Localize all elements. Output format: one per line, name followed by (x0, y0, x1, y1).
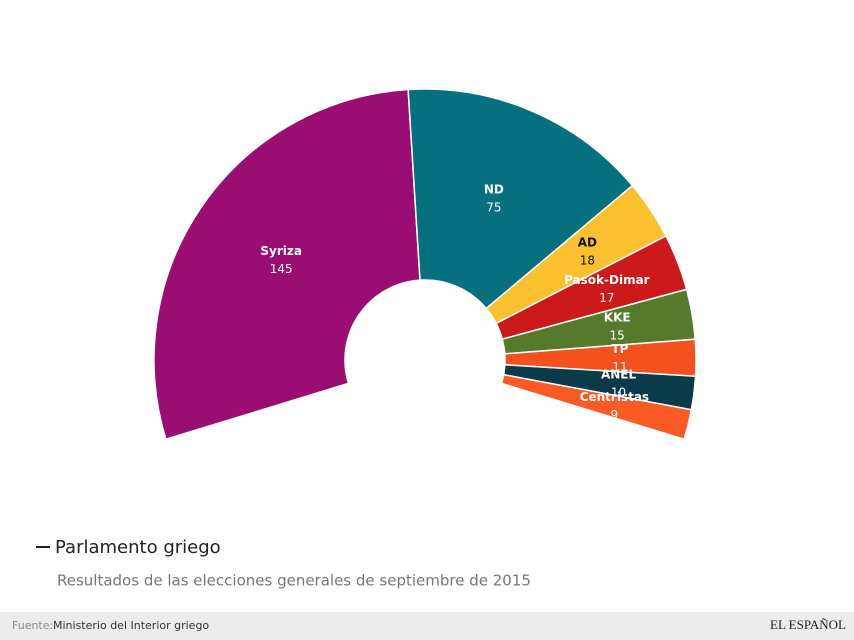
chart-title: Parlamento griego (55, 537, 221, 558)
slice-value: 145 (270, 262, 293, 276)
source: Ministerio del Interior griego (53, 619, 209, 632)
source-label: Fuente: (12, 619, 53, 632)
slice-value: 17 (599, 291, 614, 305)
slice-label: Syriza (260, 244, 302, 258)
slice-label: AD (578, 235, 597, 249)
chart-subtitle: Resultados de las elecciones generales d… (57, 572, 531, 590)
slice-label: Centristas (580, 390, 649, 404)
slice-value: 10 (611, 385, 626, 399)
seat-slice (407, 88, 634, 310)
slice-value: 15 (610, 328, 625, 342)
slice-value: 75 (486, 201, 501, 215)
brand: EL ESPAÑOL (770, 617, 846, 632)
seat-slice (153, 88, 421, 441)
slice-label: ND (484, 183, 504, 197)
slice-value: 18 (580, 253, 595, 267)
footer (0, 612, 854, 640)
slice-label: KKE (604, 310, 631, 324)
slice-label: ANEL (601, 367, 637, 381)
slice-value: 11 (612, 360, 627, 374)
slice-label: TP (612, 342, 629, 356)
slice-label: Pasok-Dimar (564, 273, 650, 287)
slice-value: 9 (611, 408, 619, 422)
seat-slice (500, 373, 693, 441)
